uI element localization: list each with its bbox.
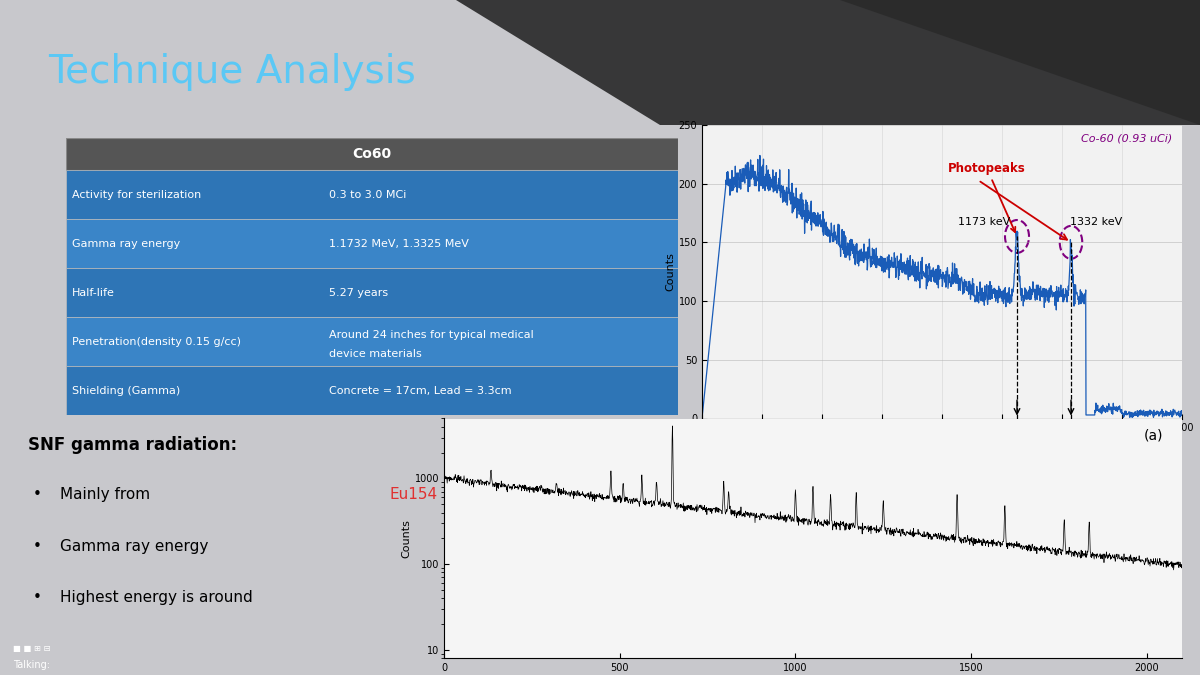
FancyBboxPatch shape [66, 170, 678, 219]
Text: Half-life: Half-life [72, 288, 115, 298]
Text: Gamma ray energy: Gamma ray energy [60, 539, 212, 554]
Text: Cs134: Cs134 [582, 487, 630, 502]
FancyBboxPatch shape [66, 317, 678, 366]
Text: ■ ■ ⊞ ⊟: ■ ■ ⊞ ⊟ [13, 644, 52, 653]
Text: device materials: device materials [329, 349, 422, 359]
Text: Around 24 inches for typical medical: Around 24 inches for typical medical [329, 329, 534, 340]
Y-axis label: Counts: Counts [402, 519, 412, 558]
Text: Highest energy is around: Highest energy is around [60, 590, 257, 605]
Text: ,: , [528, 487, 538, 502]
Text: SNF gamma radiation:: SNF gamma radiation: [29, 436, 238, 454]
Text: Gamma ray energy: Gamma ray energy [72, 239, 180, 248]
Text: Co-60 (0.93 uCi): Co-60 (0.93 uCi) [1081, 134, 1172, 144]
Text: 5.27 years: 5.27 years [329, 288, 389, 298]
Text: Photopeaks: Photopeaks [948, 162, 1026, 232]
Text: Eu154: Eu154 [390, 487, 438, 502]
Text: •: • [32, 487, 42, 502]
Text: 0.3 to 3.0 MCi: 0.3 to 3.0 MCi [329, 190, 407, 200]
Text: 1332 keV: 1332 keV [1070, 217, 1123, 227]
FancyBboxPatch shape [66, 268, 678, 317]
Text: Shielding (Gamma): Shielding (Gamma) [72, 385, 180, 396]
Text: and Cs137: and Cs137 [720, 487, 806, 502]
Text: Mainly from: Mainly from [60, 487, 155, 502]
Text: 1173 keV: 1173 keV [958, 217, 1010, 227]
Text: Co60: Co60 [353, 147, 391, 161]
Polygon shape [840, 0, 1200, 125]
FancyBboxPatch shape [66, 138, 678, 170]
Text: Penetration(density 0.15 g/cc): Penetration(density 0.15 g/cc) [72, 337, 241, 347]
FancyBboxPatch shape [66, 366, 678, 415]
Text: Technique Analysis: Technique Analysis [48, 53, 415, 91]
Text: 1.6 MeV: 1.6 MeV [748, 590, 810, 605]
Polygon shape [456, 0, 1200, 125]
Text: 1.1732 MeV, 1.3325 MeV: 1.1732 MeV, 1.3325 MeV [329, 239, 469, 248]
Text: (a): (a) [1144, 428, 1164, 442]
X-axis label: Channels: Channels [916, 436, 968, 446]
Text: Activity for sterilization: Activity for sterilization [72, 190, 202, 200]
Y-axis label: Counts: Counts [666, 252, 676, 291]
Text: •: • [32, 539, 42, 554]
FancyBboxPatch shape [66, 219, 678, 268]
Text: •: • [32, 590, 42, 605]
Text: Concrete = 17cm, Lead = 3.3cm: Concrete = 17cm, Lead = 3.3cm [329, 385, 511, 396]
Text: Talking:: Talking: [13, 659, 50, 670]
Text: range is wider: range is wider [528, 539, 636, 554]
